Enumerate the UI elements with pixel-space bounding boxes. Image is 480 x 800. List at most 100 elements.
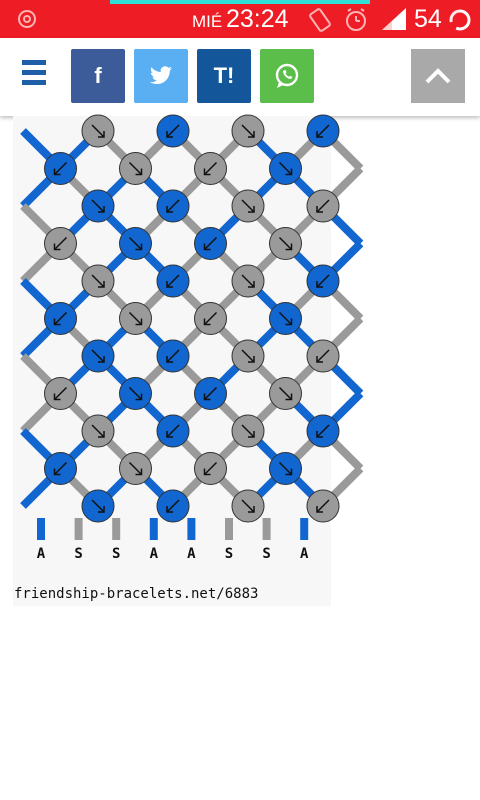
- string-label: S: [111, 546, 121, 562]
- knot-arrowhead: [53, 243, 61, 251]
- knot-arrow: [241, 199, 255, 213]
- knot-arrow: [203, 161, 218, 176]
- string-label: S: [224, 546, 234, 562]
- battery-ring-icon: [449, 9, 471, 31]
- knot-arrow: [128, 236, 143, 251]
- string-label: S: [74, 546, 83, 562]
- knot-arrowhead: [98, 131, 105, 138]
- knot-arrowhead: [316, 506, 323, 513]
- knot-arrow: [241, 124, 255, 138]
- knot-arrowhead: [98, 506, 105, 513]
- knot-arrow: [278, 386, 293, 401]
- knot-arrowhead: [135, 318, 143, 326]
- knot-arrow: [316, 499, 330, 513]
- status-time: 23:24: [226, 5, 289, 33]
- knot-arrow: [203, 461, 218, 476]
- knot-arrowhead: [248, 281, 255, 288]
- status-bar: MIÉ 23:24 54: [0, 0, 480, 38]
- knot-arrowhead: [203, 468, 211, 476]
- knot-arrow: [278, 461, 293, 476]
- knot-arrow: [166, 424, 180, 438]
- knot-arrowhead: [248, 131, 255, 138]
- knot-arrow: [278, 311, 293, 326]
- knot-arrow: [53, 161, 68, 176]
- string-label: A: [187, 546, 196, 562]
- knot-arrowhead: [98, 356, 105, 363]
- knot-arrowhead: [135, 393, 143, 401]
- string-label: S: [262, 546, 271, 562]
- knot-arrowhead: [203, 168, 211, 176]
- knot-arrow: [166, 274, 180, 288]
- knot-arrowhead: [285, 168, 293, 176]
- knot-arrow: [166, 499, 180, 513]
- facebook-share-button[interactable]: f: [71, 49, 125, 103]
- string-label: A: [299, 546, 309, 562]
- knot-arrowhead: [285, 468, 293, 476]
- top-toolbar: f T!: [0, 38, 480, 116]
- twitter-share-button[interactable]: [134, 49, 188, 103]
- knot-arrowhead: [166, 281, 173, 288]
- scroll-to-top-button[interactable]: [411, 49, 465, 103]
- knot-arrow: [166, 124, 180, 138]
- knot-arrow: [316, 349, 330, 363]
- knot-arrowhead: [166, 506, 173, 513]
- knot-arrowhead: [248, 356, 255, 363]
- knot-arrowhead: [285, 318, 293, 326]
- knot-arrowhead: [316, 281, 323, 288]
- knot-arrow: [203, 311, 218, 326]
- knot-arrowhead: [53, 168, 61, 176]
- knot-arrowhead: [53, 393, 61, 401]
- knot-arrow: [53, 386, 68, 401]
- knot-arrowhead: [135, 168, 143, 176]
- knot-arrowhead: [98, 206, 105, 213]
- knot-arrowhead: [98, 281, 105, 288]
- knot-arrow: [53, 461, 68, 476]
- knot-arrow: [203, 236, 218, 251]
- knot-arrowhead: [316, 431, 323, 438]
- facebook-icon: f: [94, 63, 102, 88]
- knot-arrowhead: [316, 356, 323, 363]
- status-icons: [309, 8, 406, 32]
- knot-arrowhead: [166, 206, 173, 213]
- knot-arrow: [128, 311, 143, 326]
- signal-icon: [382, 8, 406, 30]
- whatsapp-share-button[interactable]: [260, 49, 314, 103]
- knot-arrow: [53, 236, 68, 251]
- knot-arrow: [166, 199, 180, 213]
- knot-arrow: [53, 311, 68, 326]
- taringa-share-button[interactable]: T!: [197, 49, 251, 103]
- knot-arrow: [278, 236, 293, 251]
- knot-arrowhead: [53, 318, 61, 326]
- menu-button[interactable]: [22, 60, 48, 90]
- knot-arrow: [91, 199, 105, 213]
- knot-arrow: [91, 349, 105, 363]
- alarm-icon: [346, 8, 366, 31]
- string-label: A: [36, 546, 46, 562]
- knot-arrow: [278, 161, 293, 176]
- knot-arrowhead: [166, 431, 173, 438]
- knot-arrow: [316, 124, 330, 138]
- twitter-bird-icon: [150, 66, 172, 85]
- knot-arrow: [241, 349, 255, 363]
- knot-arrow: [316, 424, 330, 438]
- knot-arrow: [91, 274, 105, 288]
- knot-arrow: [91, 124, 105, 138]
- knot-arrow: [128, 161, 143, 176]
- knot-arrow: [316, 199, 330, 213]
- knot-arrowhead: [203, 393, 211, 401]
- knot-arrowhead: [285, 393, 293, 401]
- knot-arrow: [241, 274, 255, 288]
- pattern-source-url: friendship-bracelets.net/6883: [14, 586, 259, 602]
- chevron-up-icon: [425, 68, 451, 84]
- whatsapp-icon: [275, 63, 299, 88]
- knot-arrow: [241, 499, 255, 513]
- knot-arrowhead: [135, 468, 143, 476]
- knot-arrowhead: [53, 468, 61, 476]
- target-icon: [18, 10, 36, 28]
- knot-arrow: [241, 424, 255, 438]
- knot-arrow: [128, 461, 143, 476]
- taringa-icon: T!: [213, 63, 235, 88]
- knot-arrow: [91, 499, 105, 513]
- string-label: A: [149, 546, 159, 562]
